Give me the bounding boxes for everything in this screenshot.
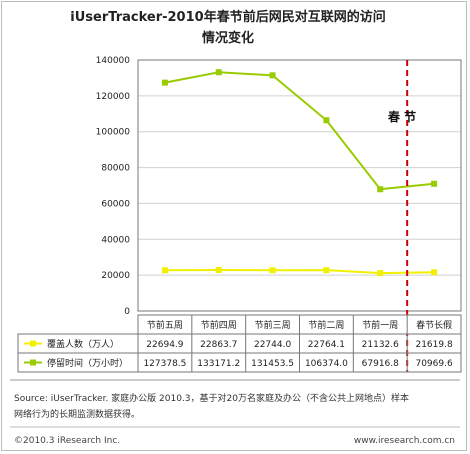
data-label: 127378.5: [143, 359, 186, 369]
series-2-point: [215, 69, 222, 76]
plot-area-border: [137, 59, 462, 312]
source-note-line1: Source: iUserTracker. 家庭办公版 2010.3，基于对20…: [14, 392, 409, 404]
series-1-point: [161, 267, 168, 274]
y-tick-label: 120000: [96, 92, 131, 102]
series-1-point: [377, 270, 384, 277]
series-lines: [161, 69, 438, 277]
series-1-point: [215, 267, 222, 274]
x-category-label: 节前三周: [255, 319, 291, 331]
series-1-point: [431, 269, 438, 276]
data-label: 22863.7: [200, 340, 237, 350]
axes: [137, 59, 462, 312]
series-2-point: [269, 72, 276, 79]
table-data-row: [17, 352, 462, 373]
y-tick-label: 100000: [96, 128, 131, 138]
series-2-point: [323, 117, 330, 124]
series-2-point: [161, 79, 168, 86]
series-2-point: [431, 180, 438, 187]
series-1-point: [323, 267, 330, 274]
copyright-text: ©2010.3 iResearch Inc.: [14, 436, 120, 446]
x-category-label: 节前二周: [308, 319, 344, 331]
source-note-line2: 网络行为的长期监测数据获得。: [14, 408, 140, 420]
legend-marker-icon: [30, 340, 36, 347]
data-label: 133171.2: [197, 359, 240, 369]
chart-title-line2: 情况变化: [202, 30, 254, 46]
data-label: 21619.8: [415, 340, 452, 350]
legend-entry-2: 停留时间（万小时）: [47, 357, 128, 369]
data-label: 21132.6: [362, 340, 399, 350]
data-label: 22764.1: [308, 340, 345, 350]
y-tick-label: 20000: [101, 271, 130, 281]
y-tick-label: 0: [124, 307, 130, 317]
series-line-2: [164, 71, 435, 191]
data-label: 106374.0: [305, 359, 348, 369]
data-label: 22694.9: [146, 340, 183, 350]
data-label: 67916.8: [362, 359, 399, 369]
data-label: 131453.5: [251, 359, 294, 369]
y-tick-label: 60000: [101, 199, 130, 209]
website-text: www.iresearch.com.cn: [354, 436, 455, 446]
legend-entry-1: 覆盖人数（万人）: [47, 338, 119, 350]
y-tick-label: 140000: [96, 56, 131, 66]
chart-title-line1: iUserTracker-2010年春节前后网民对互联网的访问: [70, 9, 385, 25]
series-line-1: [164, 269, 435, 275]
x-category-label: 节前四周: [201, 319, 237, 331]
y-tick-labels: 0 20000 40000 60000 80000 100000 120000 140000: [96, 56, 131, 317]
y-tick-label: 40000: [101, 235, 130, 245]
x-category-label: 节前五周: [147, 319, 183, 331]
data-label: 22744.0: [254, 340, 291, 350]
spring-festival-annotation: 春 节: [387, 109, 416, 124]
data-label: 70969.6: [415, 359, 452, 369]
series-1-point: [269, 267, 276, 274]
x-category-label: 节前一周: [362, 319, 398, 331]
legend-marker-icon: [30, 359, 36, 366]
series-2-point: [377, 186, 384, 193]
x-category-label: 春节长假: [416, 319, 452, 331]
y-tick-label: 80000: [101, 164, 130, 174]
